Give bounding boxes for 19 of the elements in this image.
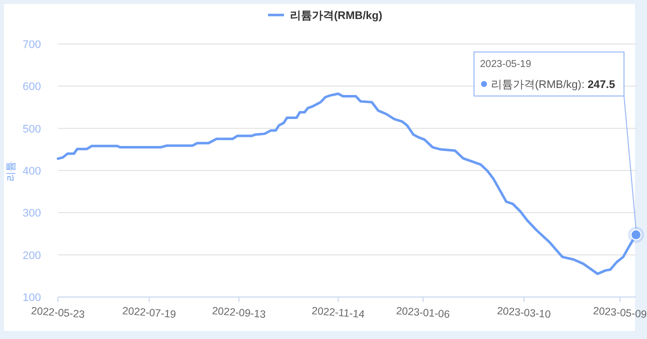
x-tick-label: 2022-09-13: [212, 305, 266, 321]
y-tick-label: 300: [22, 208, 41, 220]
annotation: 2023-05-19 리튬가격(RMB/kg): 247.5: [480, 59, 616, 91]
y-tick-label: 600: [22, 81, 41, 94]
x-tick-label: 2022-11-14: [311, 305, 366, 321]
x-tick-label: 2022-05-23: [30, 305, 86, 321]
x-tick-label: 2023-03-10: [496, 305, 552, 321]
y-axis-title: 리튬: [6, 162, 17, 182]
legend-label: 리튬가격(RMB/kg): [290, 10, 383, 22]
y-tick-label: 100: [22, 292, 41, 304]
x-tick-label: 2023-01-06: [396, 305, 450, 321]
y-tick-label: 200: [22, 250, 41, 262]
y-tick-label: 500: [22, 123, 41, 136]
y-tick-label: 400: [22, 166, 41, 178]
x-tick-label: 2023-05-09: [592, 305, 647, 321]
legend: 리튬가격(RMB/kg): [268, 10, 382, 22]
y-tick-label: 700: [22, 39, 41, 51]
tooltip: 2023-05-19 리튬가격(RMB/kg): 247.5: [474, 52, 636, 230]
x-tick-label: 2022-07-19: [122, 305, 177, 321]
